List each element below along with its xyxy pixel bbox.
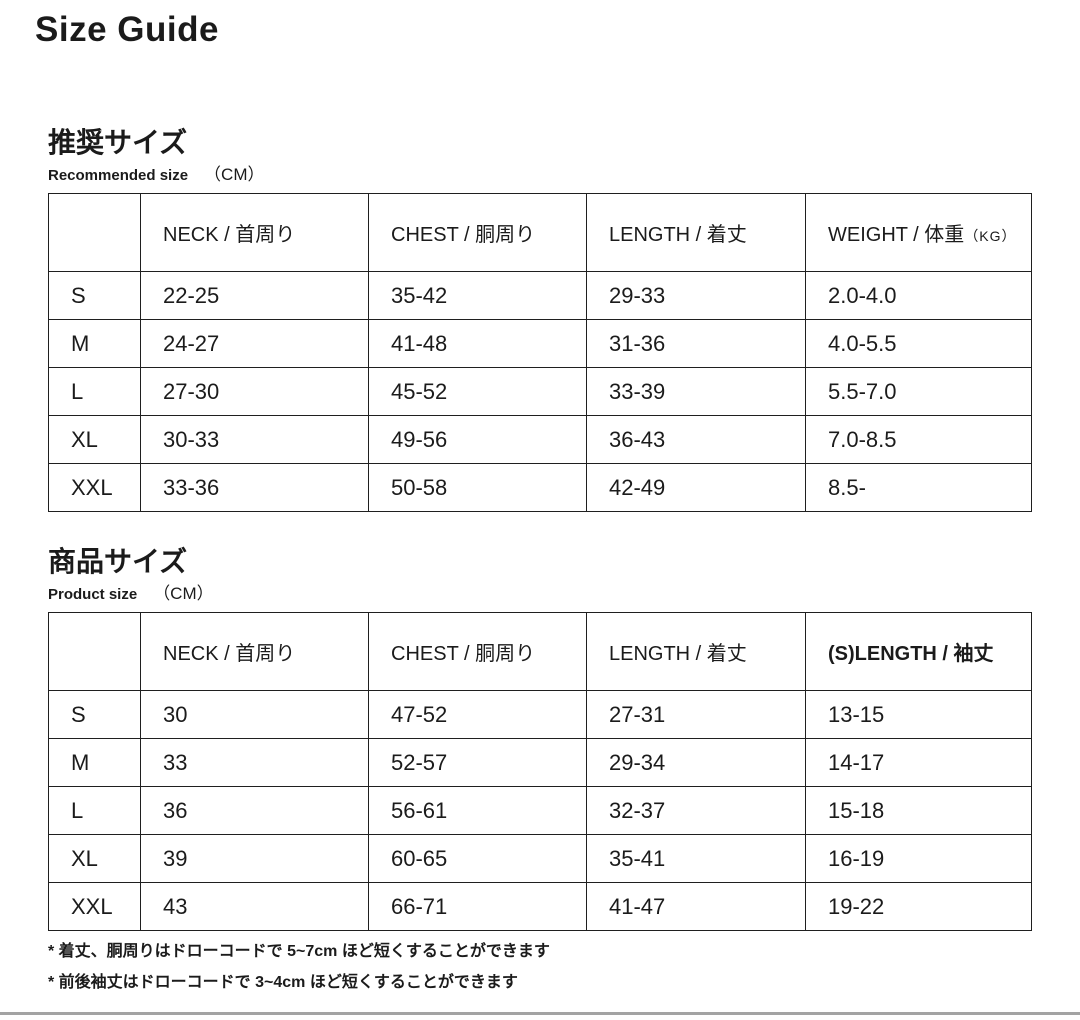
size-label: S [48, 271, 141, 321]
page-title: Size Guide [35, 10, 219, 49]
neck-value: 33 [140, 738, 369, 788]
column-header-length: LENGTH / 着丈 [586, 612, 806, 692]
table-row: S 30 47-52 27-31 13-15 [48, 690, 1032, 740]
length-value: 29-33 [586, 271, 806, 321]
chest-value: 47-52 [368, 690, 587, 740]
chest-value: 35-42 [368, 271, 587, 321]
size-label: XL [48, 415, 141, 465]
neck-value: 43 [140, 882, 369, 932]
table-row: M 24-27 41-48 31-36 4.0-5.5 [48, 319, 1032, 369]
neck-value: 24-27 [140, 319, 369, 369]
corner-cell [48, 612, 141, 692]
neck-value: 30 [140, 690, 369, 740]
weight-value: 8.5- [805, 463, 1032, 513]
size-label: M [48, 738, 141, 788]
footnote-sleeve-adjust: * 前後袖丈はドローコードで 3~4cm ほど短くすることができます [48, 974, 518, 991]
product-size-title-ja: 商品サイズ [48, 546, 188, 577]
length-value: 29-34 [586, 738, 806, 788]
table-row: L 27-30 45-52 33-39 5.5-7.0 [48, 367, 1032, 417]
product-size-table: NECK / 首周り CHEST / 胴周り LENGTH / 着丈 (S)LE… [48, 612, 1032, 932]
table-row: S 22-25 35-42 29-33 2.0-4.0 [48, 271, 1032, 321]
size-label: S [48, 690, 141, 740]
size-label: XXL [48, 463, 141, 513]
corner-cell [48, 193, 141, 273]
column-header-sleeve-length: (S)LENGTH / 袖丈 [805, 612, 1032, 692]
chest-value: 45-52 [368, 367, 587, 417]
weight-value: 4.0-5.5 [805, 319, 1032, 369]
size-label: L [48, 786, 141, 836]
table-row: XXL 43 66-71 41-47 19-22 [48, 882, 1032, 932]
table-row: XXL 33-36 50-58 42-49 8.5- [48, 463, 1032, 513]
chest-value: 56-61 [368, 786, 587, 836]
recommended-size-table: NECK / 首周り CHEST / 胴周り LENGTH / 着丈 WEIGH… [48, 193, 1032, 513]
neck-value: 30-33 [140, 415, 369, 465]
neck-value: 22-25 [140, 271, 369, 321]
chest-value: 49-56 [368, 415, 587, 465]
header-row: NECK / 首周り CHEST / 胴周り LENGTH / 着丈 (S)LE… [48, 612, 1032, 692]
weight-value: 7.0-8.5 [805, 415, 1032, 465]
length-value: 36-43 [586, 415, 806, 465]
length-value: 33-39 [586, 367, 806, 417]
recommended-size-section: 推奨サイズ Recommended size （CM） NECK / 首周り C… [48, 127, 1032, 513]
column-header-chest: CHEST / 胴周り [368, 612, 587, 692]
table-row: L 36 56-61 32-37 15-18 [48, 786, 1032, 836]
weight-value: 2.0-4.0 [805, 271, 1032, 321]
column-header-length: LENGTH / 着丈 [586, 193, 806, 273]
size-label: L [48, 367, 141, 417]
length-value: 31-36 [586, 319, 806, 369]
column-header-weight: WEIGHT / 体重（KG） [805, 193, 1032, 273]
chest-value: 50-58 [368, 463, 587, 513]
column-header-chest: CHEST / 胴周り [368, 193, 587, 273]
header-row: NECK / 首周り CHEST / 胴周り LENGTH / 着丈 WEIGH… [48, 193, 1032, 273]
sleeve-length-value: 14-17 [805, 738, 1032, 788]
length-value: 32-37 [586, 786, 806, 836]
recommended-size-title-en: Recommended size [48, 167, 189, 185]
length-value: 42-49 [586, 463, 806, 513]
footnotes: * 着丈、胴周りはドローコードで 5~7cm ほど短くすることができます * 前… [48, 936, 550, 998]
recommended-size-subtitle: Recommended size （CM） [48, 160, 1032, 185]
footnote-length-adjust: * 着丈、胴周りはドローコードで 5~7cm ほど短くすることができます [48, 943, 550, 960]
table-row: M 33 52-57 29-34 14-17 [48, 738, 1032, 788]
chest-value: 52-57 [368, 738, 587, 788]
product-size-section: 商品サイズ Product size （CM） NECK / 首周り CHEST… [48, 546, 1032, 932]
sleeve-length-value: 19-22 [805, 882, 1032, 932]
size-label: M [48, 319, 141, 369]
column-header-weight-unit: （KG） [964, 228, 1017, 245]
length-value: 41-47 [586, 882, 806, 932]
product-size-subtitle: Product size （CM） [48, 579, 1032, 604]
chest-value: 66-71 [368, 882, 587, 932]
length-value: 35-41 [586, 834, 806, 884]
column-header-neck: NECK / 首周り [140, 193, 369, 273]
product-size-unit: （CM） [153, 584, 214, 604]
size-label: XL [48, 834, 141, 884]
table-row: XL 30-33 49-56 36-43 7.0-8.5 [48, 415, 1032, 465]
neck-value: 27-30 [140, 367, 369, 417]
chest-value: 41-48 [368, 319, 587, 369]
table-row: XL 39 60-65 35-41 16-19 [48, 834, 1032, 884]
size-label: XXL [48, 882, 141, 932]
sleeve-length-value: 15-18 [805, 786, 1032, 836]
neck-value: 39 [140, 834, 369, 884]
weight-value: 5.5-7.0 [805, 367, 1032, 417]
product-size-title-en: Product size [48, 586, 138, 604]
chest-value: 60-65 [368, 834, 587, 884]
bottom-divider [0, 1012, 1080, 1015]
neck-value: 33-36 [140, 463, 369, 513]
sleeve-length-value: 16-19 [805, 834, 1032, 884]
column-header-neck: NECK / 首周り [140, 612, 369, 692]
sleeve-length-value: 13-15 [805, 690, 1032, 740]
neck-value: 36 [140, 786, 369, 836]
recommended-size-unit: （CM） [204, 165, 265, 185]
column-header-weight-label: WEIGHT / 体重 [828, 224, 965, 247]
length-value: 27-31 [586, 690, 806, 740]
recommended-size-title-ja: 推奨サイズ [48, 127, 188, 158]
